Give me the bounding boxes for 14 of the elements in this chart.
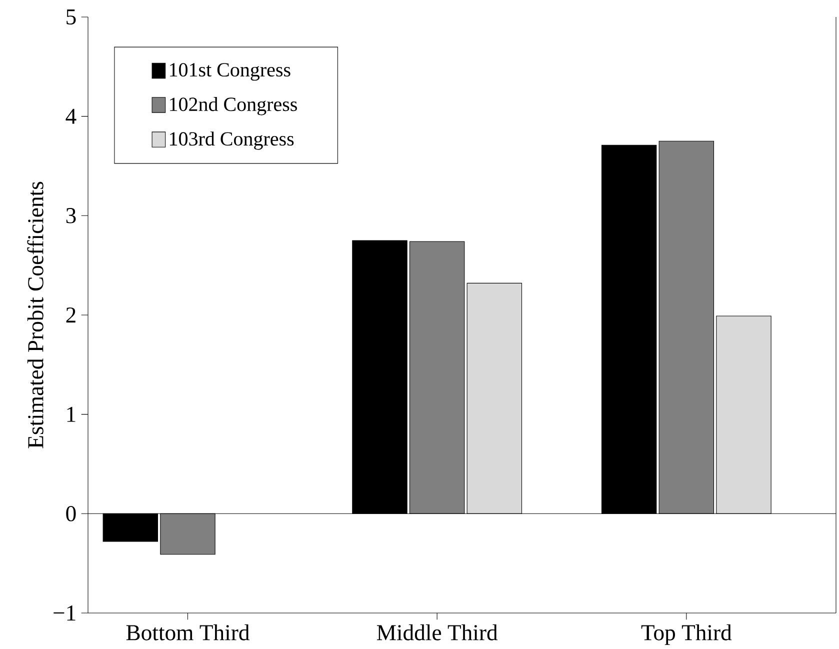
y-tick-label: 4 (66, 108, 76, 124)
x-tick-label: Middle Third (376, 624, 498, 640)
legend-label: 103rd Congress (170, 131, 294, 150)
y-axis-title: Estimated Probit Coefficients (27, 182, 44, 448)
x-tick-label: Top Third (641, 624, 732, 645)
y-tick-label: −1 (54, 605, 76, 620)
y-tick-label: 3 (66, 208, 76, 224)
x-tick-label: Bottom Third (126, 624, 250, 640)
legend-label: 101st Congress (170, 62, 290, 80)
y-tick-label: 5 (66, 9, 76, 24)
y-tick-label: 1 (67, 406, 76, 422)
legend-label: 102nd Congress (170, 96, 297, 116)
y-tick-label: 0 (66, 506, 76, 522)
y-tick-label: 2 (66, 307, 76, 322)
